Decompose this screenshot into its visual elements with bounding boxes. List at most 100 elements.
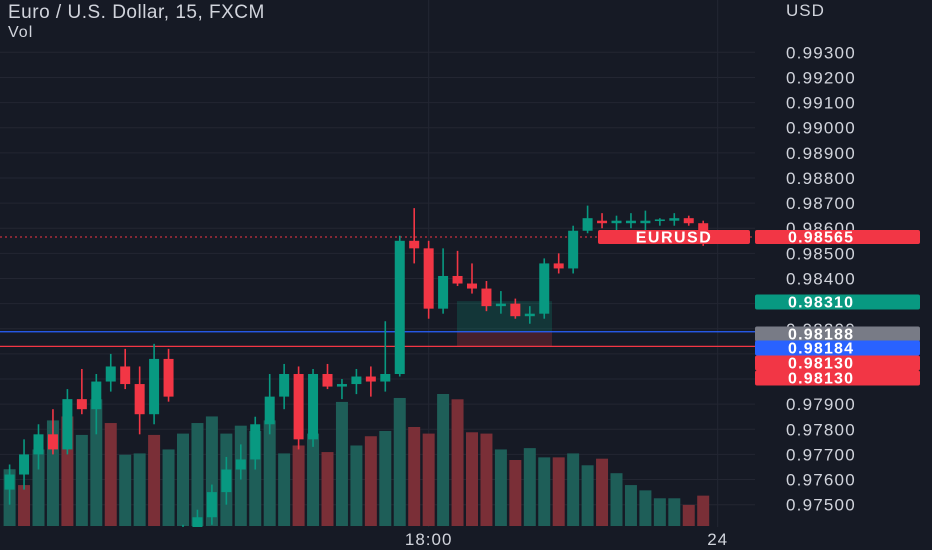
candle-body [76, 399, 87, 410]
candle-body [47, 434, 58, 450]
volume-bar [624, 485, 637, 526]
candle-body [293, 374, 304, 440]
volume-bar [639, 490, 652, 526]
symbol-title[interactable]: Euro / U.S. Dollar, 15, FXCM [8, 2, 265, 23]
candle-body [33, 434, 44, 455]
price-tick-label: 0.99100 [786, 94, 856, 113]
volume-bar [653, 498, 666, 526]
candle-body [524, 313, 535, 317]
candle-body [322, 374, 333, 387]
volume-bar [321, 452, 334, 526]
price-label-text: 0.98130 [788, 371, 854, 388]
price-tick-label: 0.97500 [786, 496, 856, 515]
candle-body [683, 218, 694, 224]
candle-body [452, 275, 463, 284]
price-tick-label: 0.97700 [786, 445, 856, 464]
candle-body [510, 303, 521, 317]
volume-bar [610, 473, 623, 526]
volume-bar [552, 457, 565, 526]
candle-body [625, 220, 636, 224]
symbol-tag [598, 230, 750, 245]
volume-bar [32, 449, 45, 526]
horizontal-lines [0, 236, 755, 347]
volume-label[interactable]: Vol [8, 24, 34, 41]
volume-bar [335, 401, 348, 526]
volume-bar [509, 460, 522, 526]
volume-bar [494, 449, 507, 526]
price-label-tag [755, 370, 920, 386]
volume-bars [3, 394, 710, 526]
volume-bar [177, 433, 189, 526]
price-axis-labels: 0.983100.981880.981840.981300.98130EURUS… [598, 230, 920, 388]
volume-bar [480, 433, 493, 526]
price-label-tag [755, 326, 920, 342]
position-stop-zone [457, 331, 552, 347]
price-tick-label: 0.97900 [786, 395, 856, 414]
volume-bar [148, 434, 161, 526]
candle-body [654, 219, 665, 222]
chart-legend: Euro / U.S. Dollar, 15, FXCM Vol [8, 2, 265, 42]
candle-body [235, 459, 246, 470]
time-axis[interactable]: 18:00 24 [0, 527, 755, 550]
candle-body [380, 374, 391, 382]
volume-bar [668, 498, 681, 526]
price-label-tag [755, 294, 920, 310]
volume-bar [350, 445, 363, 526]
volume-bar [292, 445, 305, 526]
time-tick-label: 24 [707, 530, 728, 549]
price-tick-label: 0.98500 [786, 244, 856, 263]
price-tick-label: 0.98800 [786, 169, 856, 188]
price-label-text: 0.98310 [788, 295, 854, 312]
volume-bar [90, 399, 103, 526]
candle-body [4, 474, 15, 490]
candle-body [250, 424, 261, 460]
volume-bar [466, 432, 478, 526]
candle-body [163, 358, 174, 397]
candle-body [481, 288, 492, 307]
price-tick-label: 0.98700 [786, 194, 856, 213]
price-tick-label: 0.98400 [786, 270, 856, 289]
volume-bar [364, 436, 377, 526]
candle-body [192, 517, 203, 533]
candle-body [582, 218, 593, 231]
candle-body [206, 492, 217, 518]
candle-body [568, 230, 579, 269]
candle-body [467, 283, 477, 289]
candle-body [62, 399, 73, 450]
price-axis[interactable]: 0.99300 0.99200 0.99100 0.99000 0.98900 0.988… [755, 0, 932, 550]
price-label-text: 0.98130 [788, 356, 854, 373]
price-tick-label: 0.99200 [786, 68, 856, 87]
price-label-text: 0.98184 [788, 341, 854, 358]
candle-body [438, 275, 449, 309]
price-tick-label: 0.99000 [786, 119, 856, 138]
position-overlay [457, 301, 552, 347]
volume-bar [119, 454, 132, 526]
candle-body [91, 381, 102, 410]
candle-body [149, 358, 160, 415]
candle-body [19, 454, 30, 475]
time-axis-background [0, 527, 755, 550]
candle-body [553, 263, 564, 269]
candle-body [308, 374, 319, 440]
volume-bar [133, 453, 146, 526]
volume-bar [104, 423, 117, 526]
symbol-tag-text: EURUSD [636, 230, 713, 247]
volume-bar [263, 420, 276, 526]
candle-body [409, 240, 420, 249]
volume-bar [278, 453, 291, 526]
last-price-text: 0.98565 [788, 230, 854, 247]
candle-body [495, 303, 506, 307]
price-tick-label: 0.97600 [786, 471, 856, 490]
candle-body [640, 220, 651, 224]
candle-body [611, 220, 622, 224]
volume-bar [682, 504, 695, 526]
chart-grid [0, 0, 755, 527]
volume-bar [191, 423, 204, 526]
candle-body [264, 396, 275, 425]
volume-bar [162, 449, 175, 526]
candle-body [423, 248, 434, 309]
volume-bar [18, 485, 31, 526]
price-label-text: 0.98188 [788, 327, 854, 344]
price-tick-label: 0.99300 [786, 43, 856, 62]
